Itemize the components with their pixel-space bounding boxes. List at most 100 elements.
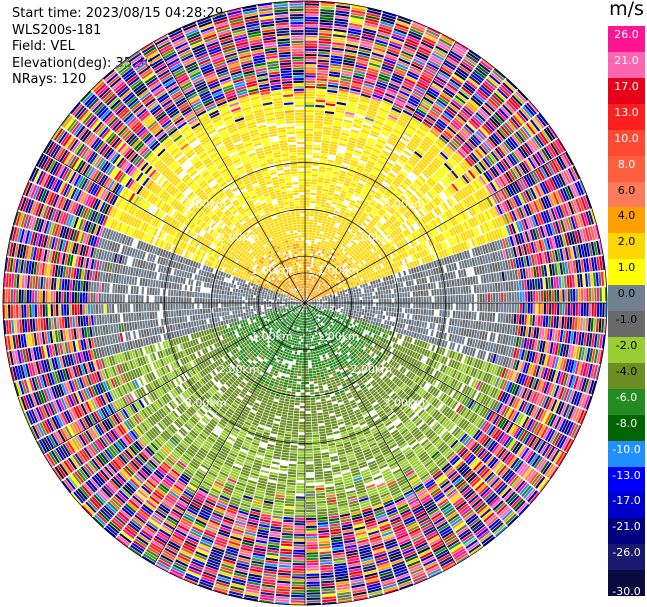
- velocity-gate: [372, 49, 385, 56]
- velocity-gate: [438, 136, 448, 145]
- velocity-gate: [487, 303, 491, 312]
- velocity-gate: [305, 160, 312, 163]
- velocity-gate: [399, 323, 403, 329]
- velocity-gate: [393, 288, 397, 294]
- velocity-gate: [530, 303, 533, 314]
- velocity-gate: [325, 103, 336, 107]
- velocity-gate: [418, 290, 421, 297]
- velocity-gate: [320, 201, 326, 205]
- velocity-gate: [316, 247, 320, 250]
- velocity-gate: [411, 169, 420, 177]
- velocity-gate: [426, 29, 440, 38]
- velocity-gate: [317, 59, 330, 63]
- velocity-gate: [309, 286, 312, 289]
- velocity-gate: [425, 136, 435, 144]
- velocity-gate: [329, 149, 337, 153]
- velocity-gate: [392, 303, 395, 308]
- velocity-gate: [599, 287, 602, 302]
- velocity-gate: [324, 277, 328, 280]
- velocity-gate: [319, 264, 322, 268]
- velocity-gate: [387, 45, 401, 53]
- velocity-gate: [355, 214, 361, 219]
- velocity-gate: [317, 179, 324, 183]
- velocity-gate: [435, 140, 445, 149]
- velocity-gate: [308, 295, 311, 298]
- velocity-gate: [433, 282, 436, 289]
- velocity-gate: [326, 167, 333, 171]
- velocity-gate: [305, 293, 306, 296]
- velocity-gate: [391, 321, 395, 327]
- velocity-gate: [514, 303, 517, 313]
- velocity-gate: [335, 307, 338, 310]
- velocity-gate: [392, 283, 396, 289]
- velocity-gate: [553, 276, 557, 289]
- velocity-gate: [392, 33, 406, 40]
- velocity-gate: [330, 55, 343, 59]
- velocity-gate: [455, 41, 469, 51]
- velocity-gate: [399, 116, 409, 124]
- velocity-gate: [601, 318, 605, 333]
- velocity-gate: [342, 311, 346, 314]
- velocity-gate: [574, 274, 578, 288]
- velocity-gate: [339, 86, 350, 90]
- velocity-gate: [411, 136, 421, 144]
- velocity-gate: [379, 154, 388, 161]
- velocity-gate: [322, 234, 327, 238]
- velocity-gate: [418, 46, 432, 54]
- velocity-gate: [306, 288, 308, 291]
- velocity-gate: [447, 295, 451, 303]
- velocity-gate: [434, 289, 437, 296]
- velocity-gate: [461, 60, 474, 70]
- velocity-gate: [369, 292, 373, 296]
- velocity-gate: [432, 323, 436, 330]
- velocity-gate: [316, 83, 327, 87]
- velocity-gate: [320, 262, 323, 265]
- velocity-gate: [579, 273, 583, 288]
- velocity-gate: [561, 275, 565, 289]
- velocity-gate: [328, 228, 333, 232]
- velocity-gate: [484, 312, 488, 322]
- velocity-gate: [320, 3, 335, 7]
- velocity-gate: [376, 177, 384, 183]
- velocity-gate: [312, 254, 315, 257]
- velocity-gate: [365, 299, 368, 303]
- velocity-gate: [391, 35, 405, 43]
- velocity-gate: [345, 309, 349, 312]
- velocity-gate: [322, 191, 328, 195]
- velocity-gate: [419, 76, 431, 84]
- velocity-gate: [324, 175, 332, 179]
- velocity-gate: [307, 288, 309, 291]
- velocity-gate: [334, 163, 342, 168]
- velocity-gate: [378, 136, 387, 142]
- velocity-gate: [344, 54, 356, 59]
- velocity-gate: [305, 237, 309, 240]
- velocity-gate: [344, 114, 354, 119]
- velocity-gate: [412, 285, 415, 292]
- velocity-gate: [337, 200, 344, 205]
- velocity-gate: [389, 303, 392, 308]
- velocity-gate: [355, 202, 362, 207]
- velocity-gate: [354, 189, 361, 195]
- velocity-gate: [471, 311, 474, 320]
- velocity-gate: [339, 173, 346, 177]
- velocity-gate: [345, 149, 354, 155]
- velocity-gate: [305, 91, 315, 94]
- velocity-gate: [469, 276, 474, 285]
- velocity-gate: [475, 321, 479, 330]
- velocity-gate: [412, 115, 423, 123]
- velocity-gate: [370, 309, 373, 314]
- velocity-gate: [310, 286, 312, 290]
- velocity-gate: [314, 280, 317, 283]
- velocity-gate: [341, 256, 345, 260]
- velocity-gate: [320, 153, 328, 157]
- velocity-gate: [367, 309, 370, 313]
- velocity-gate: [331, 241, 336, 245]
- velocity-gate: [360, 317, 363, 322]
- velocity-gate: [325, 224, 330, 228]
- velocity-gate: [318, 35, 332, 39]
- velocity-gate: [343, 225, 348, 230]
- velocity-gate: [369, 59, 382, 66]
- velocity-gate: [367, 296, 371, 300]
- velocity-gate: [508, 281, 512, 292]
- velocity-gate: [335, 12, 350, 17]
